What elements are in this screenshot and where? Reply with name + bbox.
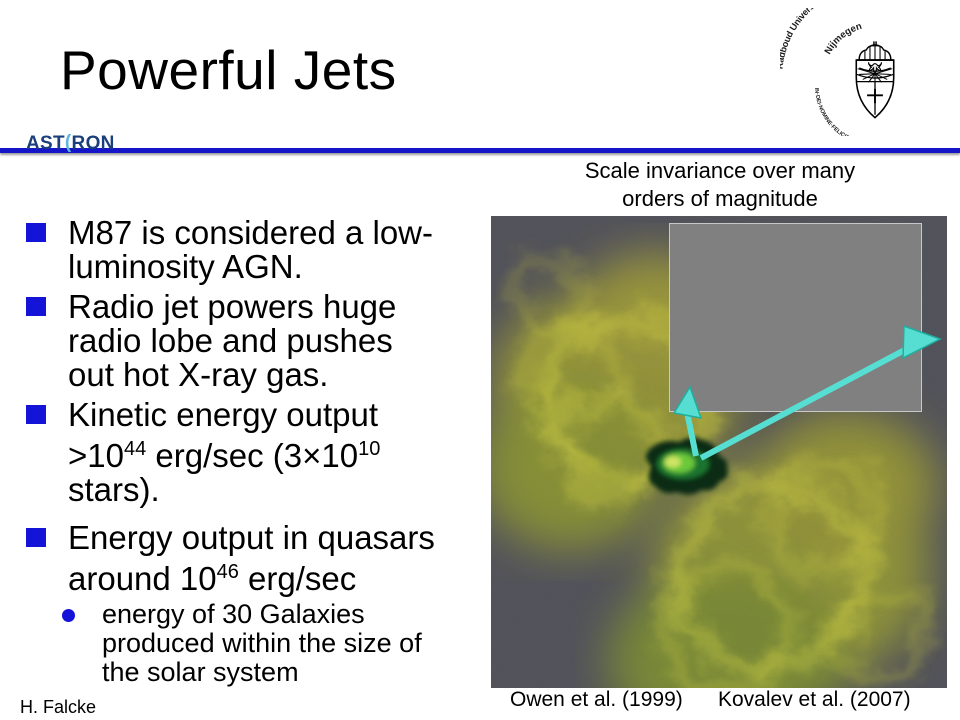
svg-text:Nijmegen: Nijmegen	[823, 21, 864, 57]
svg-text:IN·DEI·NOMINE·FELICITER: IN·DEI·NOMINE·FELICITER	[813, 88, 857, 136]
svg-text:Radboud University: Radboud University	[780, 8, 825, 70]
